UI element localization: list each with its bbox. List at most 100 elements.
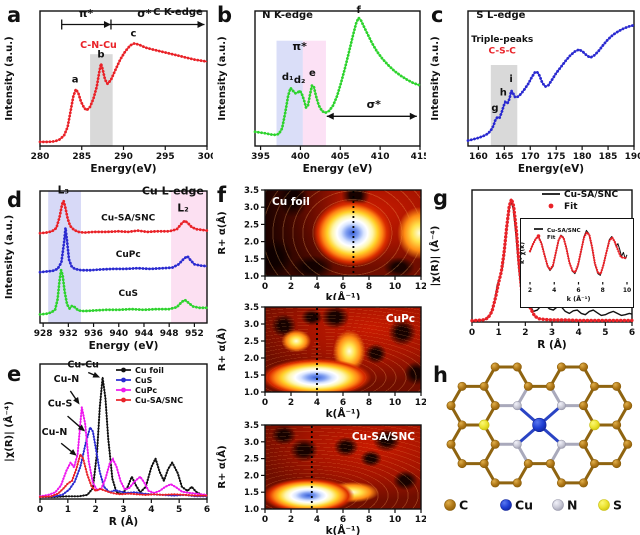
svg-text:6: 6 [204, 505, 210, 515]
panel-a-letter: a [7, 3, 22, 27]
atom-C [556, 362, 566, 372]
svg-text:|χ(R)| (Å⁻⁴): |χ(R)| (Å⁻⁴) [2, 401, 15, 462]
atom-C [612, 420, 622, 430]
n-kedge-plot: 395 400 405 410 415 Energy (eV) Intensity (a.u… [217, 5, 426, 175]
c-kedge-plot: 280 285 290 295 300 Energy(eV) Intensity (a.u.… [4, 7, 213, 175]
svg-text:1.0: 1.0 [244, 272, 259, 282]
svg-text:12: 12 [415, 282, 426, 292]
svg-text:295: 295 [156, 152, 175, 162]
svg-text:L₃: L₃ [58, 185, 70, 197]
atom-S [589, 419, 600, 431]
svg-text:185: 185 [599, 152, 618, 162]
svg-text:8: 8 [366, 398, 372, 408]
svg-text:L₂: L₂ [177, 202, 189, 214]
legend-atom-C [444, 499, 456, 511]
svg-text:CuS: CuS [135, 376, 153, 385]
svg-text:1: 1 [65, 505, 71, 515]
atom-C [523, 381, 533, 391]
wavelet-sample-label: Cu foil [272, 196, 310, 208]
panel-c-letter: c [431, 3, 444, 27]
wavelet-cupc: 0 2 4 6 8 10 12 1.0 1.5 2.0 2.5 3.0 3.5 k(Å⁻¹) R+ α(Å)… [213, 299, 426, 419]
svg-text:12: 12 [415, 398, 426, 408]
svg-text:Cu-N: Cu-N [54, 374, 80, 385]
svg-text:R (Å): R (Å) [537, 338, 566, 351]
panel-h: h C Cu N S [426, 355, 640, 535]
svg-text:Intensity (a.u.): Intensity (a.u.) [4, 215, 15, 299]
svg-text:944: 944 [135, 329, 154, 339]
panel-e: e 0 1 2 3 4 5 6 R (Å) |χ(R)| (Å⁻⁴) Cu-Cu Cu-N Cu-S C… [0, 355, 213, 535]
svg-text:1.5: 1.5 [244, 488, 259, 498]
svg-text:1.5: 1.5 [244, 255, 259, 265]
svg-text:2: 2 [522, 328, 528, 338]
atom-C [556, 478, 566, 488]
svg-text:2: 2 [288, 398, 294, 408]
atom-C [457, 420, 467, 430]
panel-h-letter: h [433, 363, 448, 387]
atom-C [512, 362, 522, 372]
wavelet-cu-sa-snc: 0 2 4 6 8 10 12 1.0 1.5 2.0 2.5 3.0 3.5 k(Å⁻¹) R+ α(Å)… [213, 417, 426, 535]
svg-text:405: 405 [331, 152, 350, 162]
atom-C [612, 381, 622, 391]
atom-C [545, 459, 555, 469]
svg-text:2.5: 2.5 [244, 337, 259, 347]
svg-text:932: 932 [59, 329, 78, 339]
svg-text:1.5: 1.5 [244, 371, 259, 381]
panel-e-letter: e [7, 362, 22, 386]
svg-text:Cu-SA/SNC: Cu-SA/SNC [547, 228, 581, 234]
atom-N [556, 401, 566, 411]
svg-text:CuPc: CuPc [135, 386, 157, 395]
atom-C [623, 439, 633, 449]
svg-text:3.0: 3.0 [244, 438, 259, 448]
svg-text:c: c [131, 29, 137, 40]
svg-text:i: i [509, 74, 512, 85]
svg-text:3.0: 3.0 [244, 203, 259, 213]
atom-C [523, 459, 533, 469]
svg-text:a: a [72, 75, 79, 86]
svg-text:395: 395 [251, 152, 270, 162]
svg-text:410: 410 [371, 152, 390, 162]
svg-text:2.0: 2.0 [244, 471, 259, 481]
panel-c: c 160 165 170 175 180 185 190 Energy(eV) Intensi… [426, 0, 640, 178]
wavelet-axes: 0 2 4 6 8 10 12 1.0 1.5 2.0 2.5 3.0 3.5 k(Å⁻¹) R+ α(Å)… [215, 303, 426, 419]
svg-text:σ*: σ* [367, 98, 382, 111]
atom-C [579, 401, 589, 411]
svg-text:3.5: 3.5 [244, 303, 259, 313]
cu-ledge-plot: 928 932 936 940 944 948 952 Energy (eV) Intensit… [4, 184, 209, 352]
panel-g-letter: g [433, 186, 449, 210]
svg-text:4: 4 [576, 328, 582, 338]
panel-b: b 395 400 405 410 415 Energy (eV) Intensity (a… [213, 0, 426, 178]
legend-atom-Cu [500, 499, 512, 511]
atom-C [490, 478, 500, 488]
svg-text:6: 6 [340, 282, 346, 292]
atom-C [446, 401, 456, 411]
svg-text:C-S-C: C-S-C [489, 47, 517, 57]
wavelet-heatmap [265, 190, 421, 276]
atom-C [446, 439, 456, 449]
atom-C [612, 459, 622, 469]
svg-text:Cu-SA/SNC: Cu-SA/SNC [135, 396, 183, 405]
svg-text:π*: π* [292, 40, 307, 53]
svg-text:Cu-SA/SNC: Cu-SA/SNC [564, 190, 618, 200]
s-ledge-plot: 160 165 170 175 180 185 190 Energy(eV) Intensity… [430, 10, 640, 175]
svg-text:Fit: Fit [564, 202, 578, 212]
atom-C [457, 459, 467, 469]
atom-C [579, 362, 589, 372]
svg-text:2.0: 2.0 [244, 238, 259, 248]
svg-text:6: 6 [340, 515, 346, 525]
svg-text:4: 4 [314, 282, 320, 292]
svg-text:280: 280 [31, 152, 50, 162]
svg-text:0: 0 [262, 282, 268, 292]
svg-text:0: 0 [262, 398, 268, 408]
svg-text:10: 10 [389, 398, 402, 408]
wavelet-heatmap [265, 307, 421, 392]
svg-text:S L-edge: S L-edge [476, 10, 525, 21]
legend-label-C: C [459, 498, 468, 513]
atom-C [579, 439, 589, 449]
legend-label-Cu: Cu [515, 498, 533, 513]
svg-text:g: g [491, 103, 498, 114]
svg-text:k³ χ(k): k³ χ(k) [521, 242, 526, 264]
exafs-fit-inset: 2 4 6 8 10 k (Å⁻¹) k³ χ(k) Cu-SA/SNC Fit [520, 218, 634, 308]
svg-text:e: e [309, 68, 316, 79]
svg-text:4: 4 [148, 505, 154, 515]
